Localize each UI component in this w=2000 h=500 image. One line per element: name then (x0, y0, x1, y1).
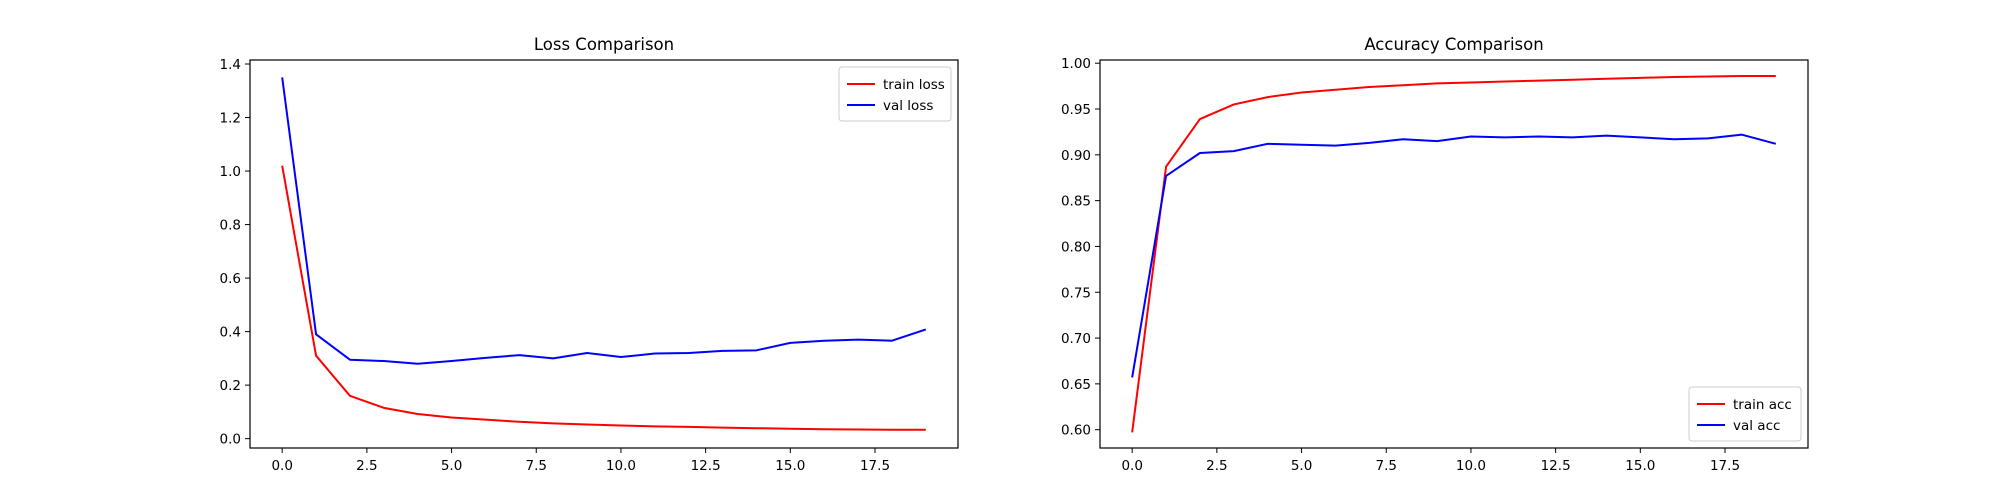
accuracy-legend-label-val-acc: val acc (1733, 418, 1780, 434)
accuracy-chart-title: Accuracy Comparison (1364, 35, 1543, 54)
loss-y-tick-label: 0.0 (220, 432, 241, 448)
loss-y-tick-label: 1.2 (220, 111, 241, 127)
accuracy-x-tick-label: 17.5 (1710, 458, 1740, 474)
accuracy-chart: Accuracy Comparison 0.0 2.5 5.0 7.5 10.0 12.5 1… (1061, 35, 1809, 474)
accuracy-axes-frame (1099, 59, 1809, 449)
accuracy-y-tick-label: 0.70 (1061, 331, 1091, 347)
loss-y-tick-label: 0.2 (220, 378, 241, 394)
loss-x-tick-label: 17.5 (860, 458, 890, 474)
accuracy-x-tick-label: 10.0 (1456, 458, 1486, 474)
accuracy-y-tick-label: 0.75 (1061, 285, 1091, 301)
accuracy-x-tick-label: 15.0 (1625, 458, 1655, 474)
accuracy-y-tick-label: 0.65 (1061, 377, 1091, 393)
loss-axes-frame (249, 59, 959, 449)
loss-chart-title: Loss Comparison (534, 35, 674, 54)
accuracy-y-tick-label: 0.80 (1061, 239, 1091, 255)
loss-x-tick-label: 0.0 (271, 458, 292, 474)
loss-x-tick-label: 5.0 (441, 458, 462, 474)
loss-y-tick-label: 1.0 (220, 164, 241, 180)
accuracy-y-tick-label: 0.85 (1061, 194, 1091, 210)
loss-y-tick-label: 0.6 (220, 271, 241, 287)
loss-legend: train loss val loss (838, 66, 952, 122)
accuracy-series-val-acc-line (1131, 133, 1777, 378)
loss-series-val-loss-line (281, 77, 927, 365)
loss-y-tick-label: 1.4 (220, 57, 241, 73)
accuracy-x-tick-label: 2.5 (1206, 458, 1227, 474)
loss-x-tick-label: 12.5 (691, 458, 721, 474)
accuracy-y-tick-label: 1.00 (1061, 56, 1091, 72)
loss-x-tick-label: 10.0 (606, 458, 636, 474)
loss-x-tick-label: 15.0 (775, 458, 805, 474)
loss-legend-box (838, 66, 952, 122)
loss-chart: Loss Comparison 0.0 2.5 5.0 7.5 10.0 12.5 15.0 1… (220, 35, 959, 474)
loss-y-tick-label: 0.8 (220, 218, 241, 234)
accuracy-x-tick-label: 5.0 (1291, 458, 1312, 474)
accuracy-x-tick-label: 12.5 (1541, 458, 1571, 474)
accuracy-y-tick-label: 0.90 (1061, 148, 1091, 164)
accuracy-x-tick-label: 0.0 (1121, 458, 1142, 474)
loss-x-tick-label: 2.5 (356, 458, 377, 474)
loss-series-train-loss-line (281, 165, 926, 431)
accuracy-legend-label-train-acc: train acc (1733, 397, 1792, 413)
accuracy-legend: train acc val acc (1688, 386, 1802, 442)
accuracy-y-tick-label: 0.60 (1061, 423, 1091, 439)
loss-y-tick-label: 0.4 (220, 325, 241, 341)
accuracy-series-train-acc-line (1131, 75, 1776, 433)
accuracy-legend-box (1688, 386, 1802, 442)
accuracy-y-tick-label: 0.95 (1061, 102, 1091, 118)
loss-legend-label-train-loss: train loss (883, 77, 945, 93)
loss-legend-label-val-loss: val loss (883, 98, 933, 114)
accuracy-x-tick-label: 7.5 (1376, 458, 1397, 474)
loss-x-tick-label: 7.5 (526, 458, 547, 474)
